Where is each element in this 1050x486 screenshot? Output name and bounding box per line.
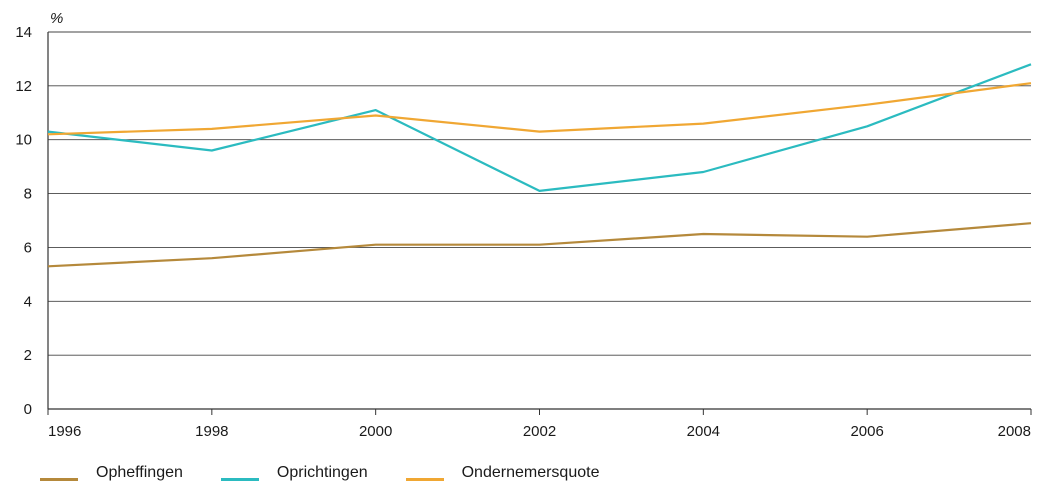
y-unit-label: %: [50, 10, 63, 27]
series-lines: [47, 63, 1032, 268]
gridlines: [47, 31, 1031, 410]
x-tick-label: 2006: [850, 423, 883, 440]
y-tick-label: 4: [24, 293, 32, 310]
x-axis-ticks: 1996 1998 2000 2002 2004 2006 2008: [47, 409, 1032, 440]
x-tick-label: 2000: [359, 423, 392, 440]
y-axis-ticks: 0 2 4 6 8 10 12 14: [15, 24, 32, 418]
legend-swatch: [220, 477, 259, 481]
legend-label: Opheffingen: [96, 464, 183, 481]
legend-swatch: [405, 477, 444, 481]
series-line-ondernemersquote: [47, 82, 1032, 136]
series-line-opheffingen: [47, 222, 1032, 268]
legend-item-oprichtingen: Oprichtingen: [220, 464, 368, 482]
y-tick-label: 12: [15, 78, 32, 95]
x-tick-label: 2002: [523, 423, 556, 440]
x-tick-label: 2004: [687, 423, 720, 440]
series-line-oprichtingen: [47, 63, 1032, 192]
y-tick-label: 14: [15, 24, 32, 41]
y-tick-label: 8: [24, 186, 32, 203]
y-tick-label: 2: [24, 347, 32, 364]
legend-label: Ondernemersquote: [461, 464, 600, 481]
legend-item-opheffingen: Opheffingen: [40, 464, 183, 482]
legend-swatch: [40, 477, 78, 481]
x-tick-label: 1996: [48, 423, 81, 440]
legend-label: Oprichtingen: [276, 464, 368, 481]
x-tick-label: 1998: [195, 423, 228, 440]
y-tick-label: 0: [24, 401, 32, 418]
legend: Opheffingen Oprichtingen Ondernemersquot…: [40, 462, 637, 484]
line-chart: % 0 2 4 6 8 10 12 14 1996 1998 2000 2002 2004 2006 20…: [15, 10, 1032, 440]
x-tick-label: 2008: [998, 423, 1031, 440]
y-tick-label: 10: [15, 132, 32, 149]
y-tick-label: 6: [24, 239, 32, 256]
legend-item-ondernemersquote: Ondernemersquote: [405, 464, 600, 482]
